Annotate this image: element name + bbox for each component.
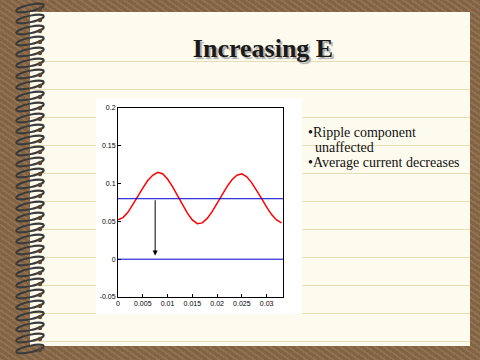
svg-text:0.01: 0.01 [161,300,175,307]
svg-text:0: 0 [116,300,120,307]
svg-text:0.025: 0.025 [233,300,251,307]
html-text:•Ripple component unaffected: •Ripple component unaffected [308,125,416,155]
svg-text:0.05: 0.05 [102,218,116,225]
html-text:Increasing E: Increasing E [192,34,334,63]
svg-text:0.015: 0.015 [184,300,202,307]
svg-text:0.03: 0.03 [260,300,274,307]
svg-text:0.1: 0.1 [106,180,116,187]
svg-text:0.005: 0.005 [134,300,152,307]
html-text:•Average current decreases: •Average current decreases [308,155,460,170]
svg-text:0.02: 0.02 [210,300,224,307]
svg-text:0.2: 0.2 [106,104,116,111]
svg-text:0: 0 [112,256,116,263]
svg-text:0.15: 0.15 [102,142,116,149]
svg-text:-0.05: -0.05 [100,293,116,300]
